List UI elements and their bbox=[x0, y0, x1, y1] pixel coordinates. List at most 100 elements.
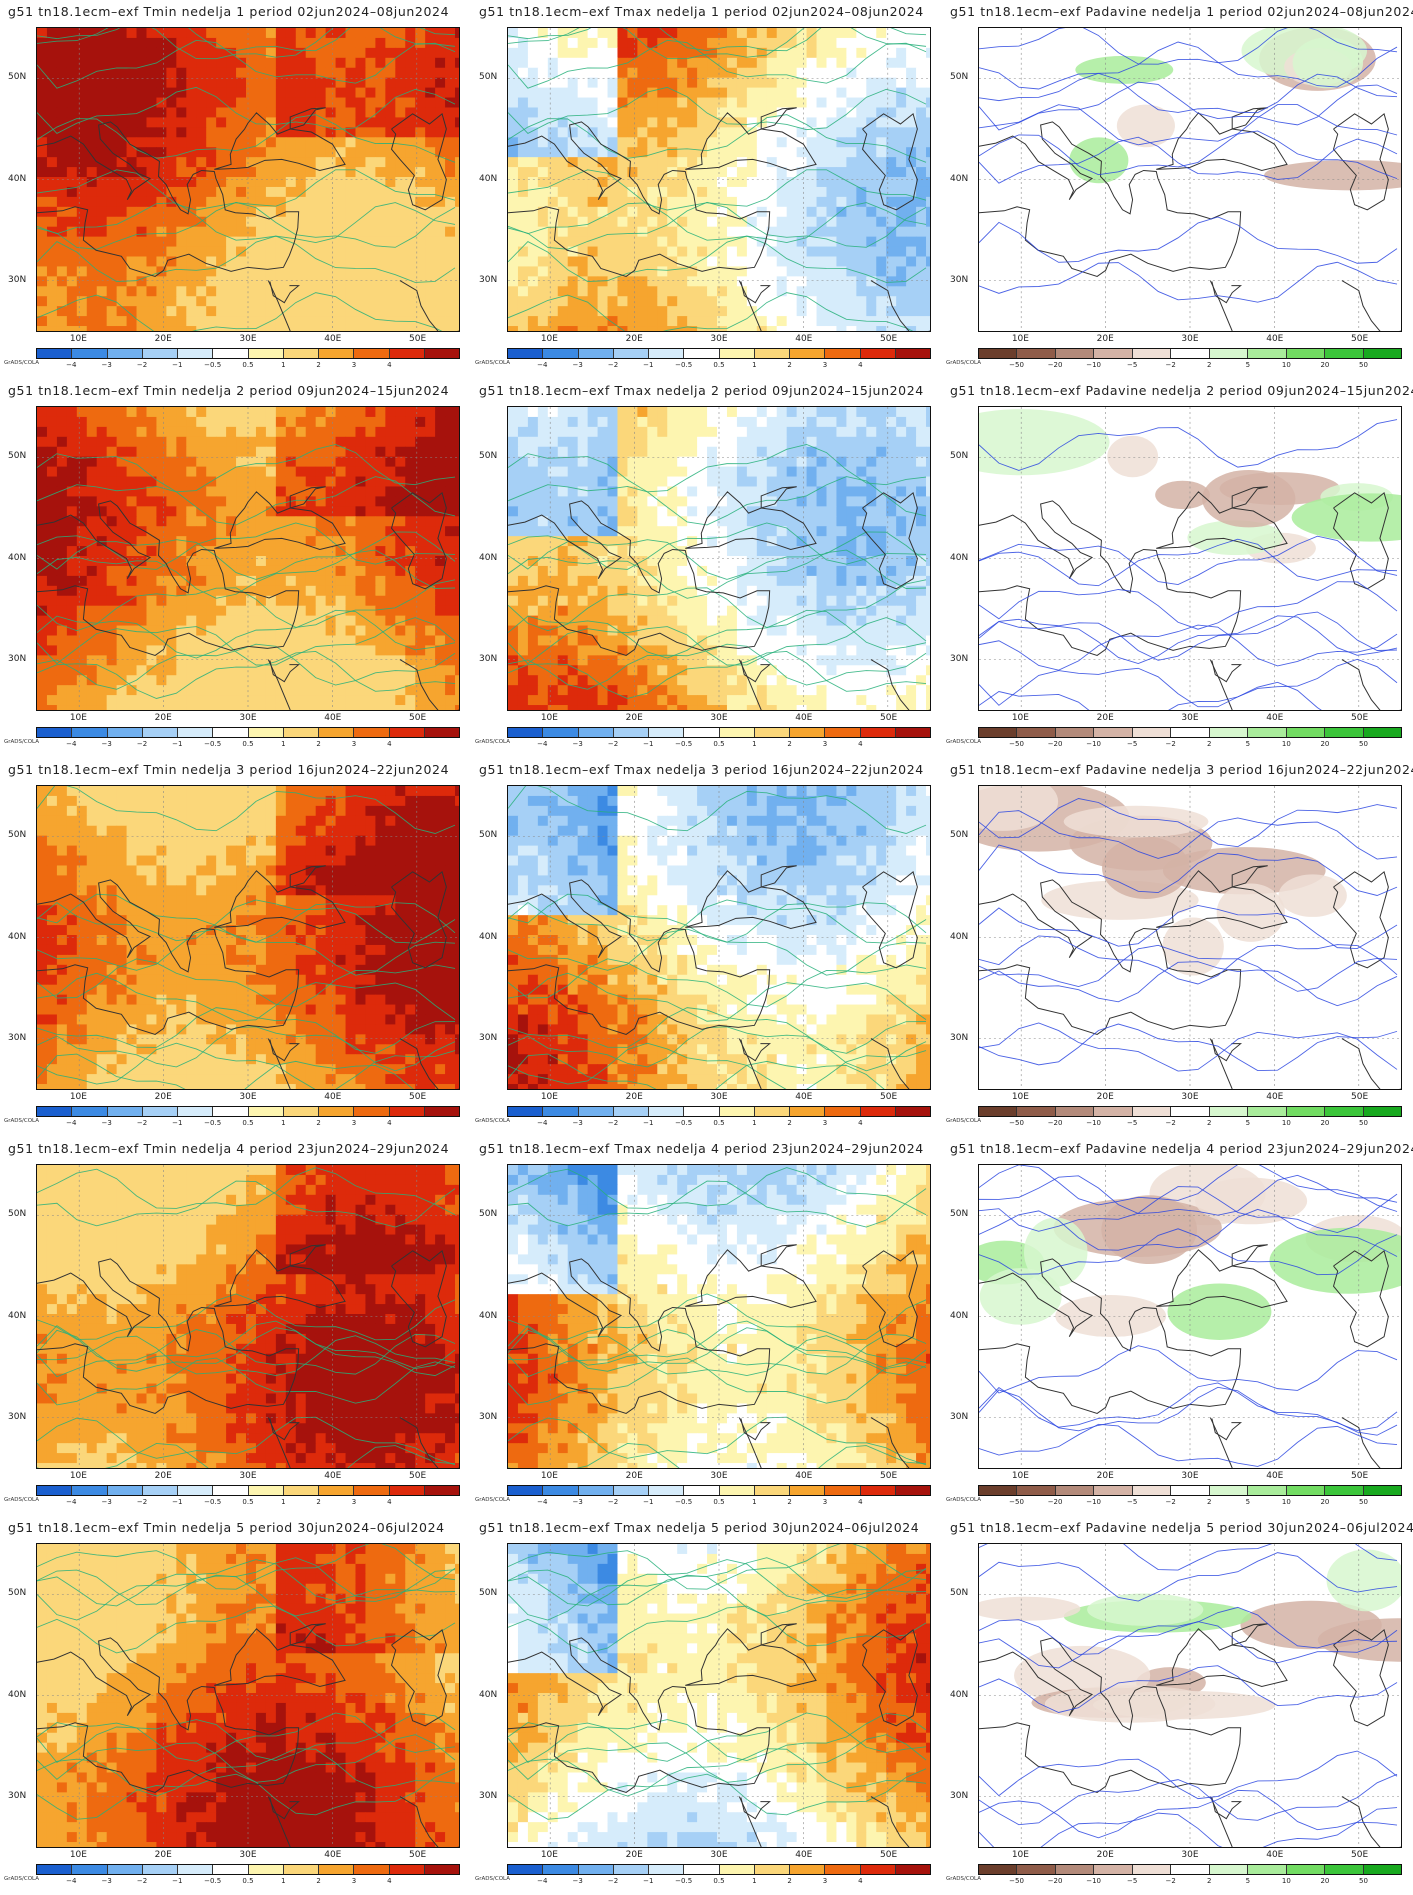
colorbar-tick-label: −5 bbox=[1127, 1119, 1138, 1127]
colorbar-swatch bbox=[1055, 1107, 1095, 1116]
colorbar-tick-label: −50 bbox=[1009, 1877, 1024, 1885]
colorbar-swatch bbox=[895, 728, 930, 737]
colorbar-swatch bbox=[825, 728, 861, 737]
latitude-label: 30N bbox=[950, 275, 969, 286]
colorbar-tick-label: 2 bbox=[787, 1498, 792, 1506]
panel-title: g51 tn18.1ecm–exf Tmin nedelja 3 period … bbox=[8, 762, 450, 777]
latitude-label: 50N bbox=[8, 1587, 27, 1598]
colorbar-swatch bbox=[37, 1865, 73, 1874]
colorbar-tick-label: 20 bbox=[1320, 1877, 1330, 1885]
colorbar-ticks: −4 −3 −2 −1 −0.5 0.5 1 2 3 4 bbox=[36, 1877, 460, 1887]
precipitation-colorbar bbox=[978, 727, 1402, 738]
longitude-label: 40E bbox=[795, 1471, 813, 1481]
colorbar-swatch bbox=[754, 349, 790, 358]
colorbar-tick-label: 1 bbox=[281, 1119, 286, 1127]
colorbar-swatch bbox=[613, 1107, 649, 1116]
colorbar-tick-label: 2 bbox=[1207, 1119, 1212, 1127]
longitude-label: 10E bbox=[1011, 1850, 1029, 1860]
longitude-label: 30E bbox=[1181, 1850, 1199, 1860]
longitude-label: 20E bbox=[1096, 713, 1114, 723]
latitude-label: 30N bbox=[479, 1412, 498, 1423]
colorbar-swatch bbox=[1363, 1486, 1401, 1495]
colorbar-swatch bbox=[1286, 1486, 1326, 1495]
colorbar-tick-label: −4 bbox=[66, 1498, 77, 1506]
longitude-label: 50E bbox=[880, 1850, 898, 1860]
latitude-label: 30N bbox=[479, 1033, 498, 1044]
longitude-label: 50E bbox=[880, 713, 898, 723]
colorbar-tick-label: −2 bbox=[136, 361, 148, 369]
colorbar-ticks: −4 −3 −2 −1 −0.5 0.5 1 2 3 4 bbox=[36, 1498, 460, 1508]
colorbar-tick-label: −1 bbox=[172, 361, 183, 369]
colorbar-ticks: −50 −20 −10 −5 −2 2 5 10 20 50 bbox=[978, 1119, 1402, 1129]
colorbar-swatch bbox=[825, 1865, 861, 1874]
colorbar-swatch bbox=[790, 1865, 826, 1874]
latitude-label: 40N bbox=[8, 1310, 27, 1321]
panel-title: g51 tn18.1ecm–exf Tmax nedelja 5 period … bbox=[479, 1520, 920, 1535]
colorbar-swatch bbox=[825, 1486, 861, 1495]
map-canvas bbox=[37, 407, 459, 710]
colorbar-swatch bbox=[1325, 728, 1364, 737]
colorbar-tick-label: −2 bbox=[136, 1877, 148, 1885]
temperature-colorbar bbox=[507, 1485, 931, 1496]
longitude-label: 40E bbox=[795, 1092, 813, 1102]
colorbar-tick-label: −0.5 bbox=[675, 361, 693, 369]
colorbar-swatch bbox=[1248, 1486, 1287, 1495]
map-canvas bbox=[979, 786, 1401, 1089]
colorbar-swatch bbox=[107, 728, 143, 737]
colorbar-swatch bbox=[790, 1107, 826, 1116]
longitude-label: 40E bbox=[324, 334, 342, 344]
panel-title: g51 tn18.1ecm–exf Padavine nedelja 3 per… bbox=[950, 762, 1413, 777]
longitude-label: 50E bbox=[409, 334, 427, 344]
longitude-label: 10E bbox=[69, 1092, 87, 1102]
colorbar-swatch bbox=[1363, 349, 1401, 358]
colorbar-swatch bbox=[895, 1486, 930, 1495]
colorbar-swatch bbox=[389, 1107, 425, 1116]
colorbar-swatch bbox=[1132, 1486, 1172, 1495]
colorbar-tick-label: −1 bbox=[643, 1498, 654, 1506]
colorbar-tick-label: −4 bbox=[537, 1119, 548, 1127]
colorbar-swatch bbox=[684, 349, 720, 358]
latitude-label: 30N bbox=[479, 654, 498, 665]
colorbar-swatch bbox=[1017, 1486, 1056, 1495]
colorbar-swatch bbox=[1094, 728, 1133, 737]
latitude-label: 30N bbox=[8, 275, 27, 286]
longitude-label: 40E bbox=[1266, 1092, 1284, 1102]
colorbar-ticks: −4 −3 −2 −1 −0.5 0.5 1 2 3 4 bbox=[507, 361, 931, 371]
colorbar-tick-label: −5 bbox=[1127, 1877, 1138, 1885]
colorbar-tick-label: −50 bbox=[1009, 1119, 1024, 1127]
colorbar-tick-label: −1 bbox=[172, 1498, 183, 1506]
panel-title: g51 tn18.1ecm–exf Tmax nedelja 1 period … bbox=[479, 4, 924, 19]
colorbar-tick-label: 50 bbox=[1358, 1119, 1368, 1127]
colorbar-swatch bbox=[754, 1486, 790, 1495]
panel-title: g51 tn18.1ecm–exf Tmin nedelja 5 period … bbox=[8, 1520, 445, 1535]
colorbar-swatch bbox=[107, 1486, 143, 1495]
colorbar-swatch bbox=[1209, 1865, 1249, 1874]
colorbar-tick-label: 2 bbox=[1207, 1877, 1212, 1885]
colorbar-ticks: −4 −3 −2 −1 −0.5 0.5 1 2 3 4 bbox=[507, 1119, 931, 1129]
latitude-label: 30N bbox=[8, 1412, 27, 1423]
colorbar-tick-label: 1 bbox=[281, 1498, 286, 1506]
colorbar-tick-label: −4 bbox=[66, 740, 77, 748]
colorbar-ticks: −4 −3 −2 −1 −0.5 0.5 1 2 3 4 bbox=[36, 361, 460, 371]
longitude-label: 30E bbox=[710, 1471, 728, 1481]
colorbar-tick-label: −4 bbox=[537, 361, 548, 369]
longitude-label: 50E bbox=[880, 1092, 898, 1102]
panel-title: g51 tn18.1ecm–exf Padavine nedelja 2 per… bbox=[950, 383, 1413, 398]
colorbar-tick-label: −0.5 bbox=[204, 740, 222, 748]
colorbar-swatch bbox=[1325, 1865, 1364, 1874]
longitude-label: 10E bbox=[1011, 1092, 1029, 1102]
pad-map bbox=[978, 785, 1402, 1090]
colorbar-swatch bbox=[1171, 1486, 1210, 1495]
colorbar-tick-label: −4 bbox=[537, 740, 548, 748]
colorbar-swatch bbox=[649, 1107, 685, 1116]
colorbar-swatch bbox=[613, 1865, 649, 1874]
map-panel-pad-week-3: g51 tn18.1ecm–exf Padavine nedelja 3 per… bbox=[942, 758, 1413, 1137]
colorbar-swatch bbox=[1363, 1865, 1401, 1874]
colorbar-swatch bbox=[578, 1865, 614, 1874]
colorbar-swatch bbox=[1171, 728, 1210, 737]
colorbar-tick-label: 0.5 bbox=[242, 361, 254, 369]
colorbar-swatch bbox=[389, 1486, 425, 1495]
colorbar-tick-label: −2 bbox=[607, 1877, 619, 1885]
latitude-label: 40N bbox=[479, 552, 498, 563]
temperature-colorbar bbox=[36, 727, 460, 738]
